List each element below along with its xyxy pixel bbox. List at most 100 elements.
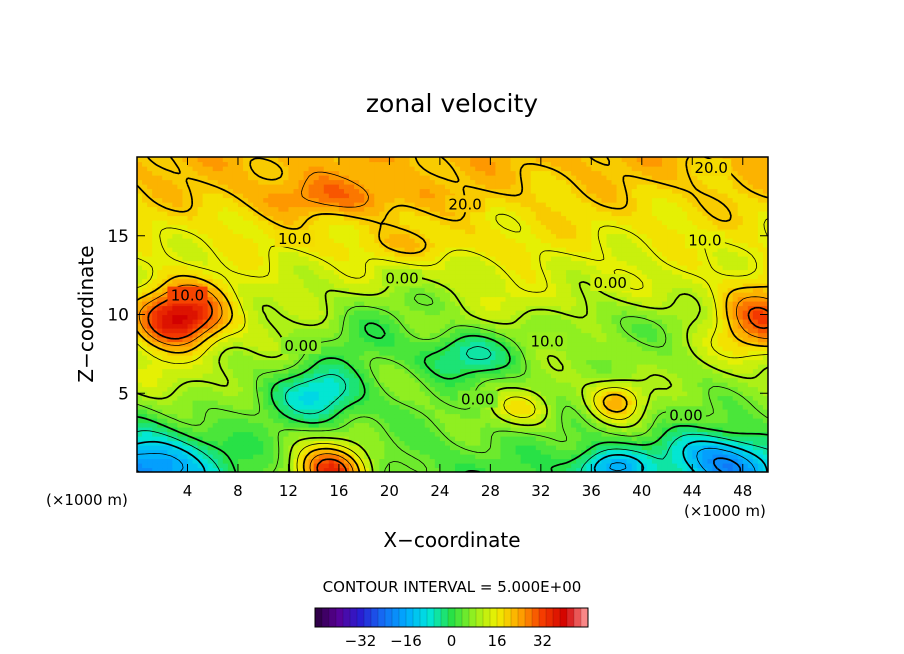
field-cell	[636, 319, 643, 325]
field-cell	[576, 418, 582, 424]
field-cell	[243, 400, 249, 406]
field-cell	[656, 310, 663, 316]
field-cell	[646, 463, 653, 469]
field-cell	[515, 418, 522, 424]
field-cell	[232, 373, 239, 379]
field-cell	[475, 467, 481, 472]
field-cell	[419, 350, 426, 356]
field-cell	[692, 310, 698, 316]
field-cell	[490, 445, 497, 451]
field-cell	[485, 350, 491, 356]
field-cell	[500, 409, 507, 415]
field-cell	[197, 409, 204, 415]
field-cell	[656, 413, 663, 419]
field-cell	[152, 382, 158, 388]
field-cell	[162, 292, 168, 298]
field-cell	[379, 413, 385, 419]
field-cell	[182, 310, 189, 316]
field-cell	[359, 422, 365, 428]
field-cell	[485, 436, 491, 442]
field-cell	[490, 422, 497, 428]
field-cell	[707, 395, 714, 401]
field-cell	[273, 301, 279, 307]
field-cell	[742, 314, 749, 320]
field-cell	[757, 449, 764, 455]
field-cell	[586, 404, 592, 410]
field-cell	[147, 314, 153, 320]
field-cell	[606, 445, 613, 451]
field-cell	[404, 301, 411, 307]
field-cell	[237, 386, 244, 392]
field-cell	[359, 305, 365, 311]
field-cell	[187, 355, 194, 361]
field-cell	[167, 431, 173, 437]
field-cell	[288, 418, 295, 424]
field-cell	[394, 422, 401, 428]
field-cell	[535, 319, 542, 325]
field-cell	[323, 431, 330, 437]
field-cell	[384, 359, 390, 365]
field-cell	[667, 296, 673, 302]
field-cell	[333, 310, 340, 316]
field-cell	[460, 440, 466, 446]
field-cell	[500, 422, 507, 428]
field-cell	[591, 359, 597, 365]
field-cell	[449, 431, 456, 437]
field-cell	[414, 328, 421, 334]
field-cell	[646, 364, 653, 370]
field-cell	[343, 409, 350, 415]
field-cell	[288, 314, 295, 320]
field-cell	[475, 332, 481, 338]
field-cell	[232, 341, 239, 347]
field-cell	[308, 386, 315, 392]
field-cell	[692, 350, 698, 356]
field-cell	[752, 395, 759, 401]
field-cell	[530, 382, 537, 388]
field-cell	[434, 310, 441, 316]
field-cell	[611, 454, 618, 460]
field-cell	[323, 427, 330, 433]
field-cell	[207, 310, 214, 316]
field-cell	[232, 440, 239, 446]
field-cell	[333, 409, 340, 415]
field-cell	[581, 359, 587, 365]
field-cell	[480, 422, 486, 428]
field-cell	[419, 427, 426, 433]
field-cell	[243, 373, 249, 379]
field-cell	[444, 368, 451, 374]
field-cell	[455, 458, 461, 464]
field-cell	[641, 368, 648, 374]
field-cell	[172, 467, 178, 472]
field-cell	[520, 328, 527, 334]
field-cell	[374, 422, 380, 428]
field-cell	[752, 436, 759, 442]
field-cell	[434, 413, 441, 419]
field-cell	[550, 350, 557, 356]
field-cell	[333, 337, 340, 343]
field-cell	[404, 395, 411, 401]
field-cell	[374, 454, 380, 460]
field-cell	[586, 454, 592, 460]
field-cell	[399, 382, 406, 388]
field-cell	[631, 350, 638, 356]
field-cell	[656, 409, 663, 415]
field-cell	[520, 323, 527, 329]
field-cell	[222, 355, 229, 361]
field-cell	[692, 382, 698, 388]
field-cell	[455, 350, 461, 356]
field-cell	[243, 319, 249, 325]
field-cell	[253, 463, 259, 469]
field-cell	[561, 355, 567, 361]
field-cell	[172, 328, 178, 334]
field-cell	[702, 440, 709, 446]
field-cell	[732, 418, 739, 424]
field-cell	[323, 350, 330, 356]
field-cell	[419, 341, 426, 347]
field-cell	[263, 404, 269, 410]
field-cell	[212, 418, 219, 424]
field-cell	[475, 463, 481, 469]
field-cell	[687, 400, 693, 406]
field-cell	[232, 454, 239, 460]
field-cell	[571, 436, 577, 442]
field-cell	[702, 359, 709, 365]
